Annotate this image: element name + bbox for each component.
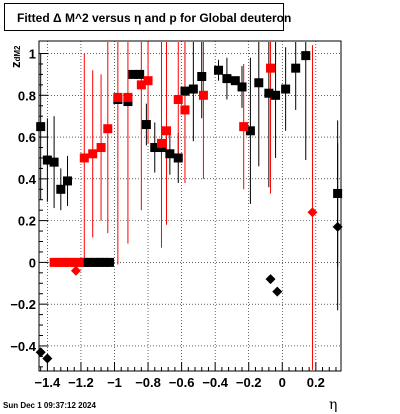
data-point-square xyxy=(56,184,66,194)
data-point-square xyxy=(69,257,79,267)
y-axis-label-main: z xyxy=(8,61,23,69)
data-point-square xyxy=(162,126,172,136)
x-tick-label: −1.4 xyxy=(35,375,61,390)
plot-frame xyxy=(38,40,342,372)
data-point-square xyxy=(49,157,59,167)
y-tick-label: 0.8 xyxy=(18,88,36,103)
x-tick-label: −1 xyxy=(107,375,122,390)
data-point-diamond xyxy=(42,353,53,364)
data-point-square xyxy=(264,88,274,98)
y-tick-label: −0.4 xyxy=(10,339,36,354)
data-point-square xyxy=(230,76,240,86)
data-point-square xyxy=(128,69,138,79)
data-point-square xyxy=(333,188,343,198)
data-point-square xyxy=(271,90,281,100)
data-point-square xyxy=(49,257,59,267)
data-point-square xyxy=(173,94,183,104)
data-point-square xyxy=(150,143,160,153)
data-point-square xyxy=(180,105,190,115)
data-point-square xyxy=(89,257,99,267)
data-point-square xyxy=(214,65,224,75)
data-point-square xyxy=(74,257,84,267)
data-point-diamond xyxy=(265,274,276,285)
data-point-square xyxy=(79,257,89,267)
data-point-square xyxy=(143,76,153,86)
y-tick-label: −0.2 xyxy=(10,297,36,312)
data-point-square xyxy=(237,82,247,92)
data-point-square xyxy=(63,176,73,186)
data-point-square xyxy=(266,63,276,73)
data-point-square xyxy=(42,155,52,165)
data-point-square xyxy=(136,80,146,90)
data-point-square xyxy=(96,143,106,153)
timestamp: Sun Dec 1 09:37:12 2024 xyxy=(3,401,96,410)
data-point-diamond xyxy=(272,286,283,297)
data-point-square xyxy=(156,138,166,148)
chart-title: Fitted Δ M^2 versus η and p for Global d… xyxy=(17,11,292,25)
x-tick-label: −1.2 xyxy=(68,375,94,390)
x-tick-label: −0.4 xyxy=(202,375,228,390)
y-axis-label: zdM2 xyxy=(8,46,23,69)
data-point-square xyxy=(135,69,145,79)
x-tick-label: 0 xyxy=(279,375,286,390)
data-point-square xyxy=(123,92,133,102)
x-tick-label: −0.2 xyxy=(236,375,262,390)
data-markers xyxy=(35,51,343,364)
data-point-square xyxy=(165,149,175,159)
y-tick-label: 0.2 xyxy=(18,214,36,229)
data-point-square xyxy=(54,257,64,267)
data-point-square xyxy=(79,153,89,163)
axes: −1.4 −1.2 −1 −0.8 −0.6 −0.4 −0.2 0 0.2 −0.4 −0.2 0 0… xyxy=(10,47,337,390)
data-point-square xyxy=(254,78,264,88)
data-point-square xyxy=(99,257,109,267)
data-point-square xyxy=(64,257,74,267)
data-point-square xyxy=(239,122,249,132)
x-tick-label: −0.8 xyxy=(135,375,161,390)
data-point-square xyxy=(222,74,232,84)
data-point-diamond xyxy=(70,265,81,276)
data-point-square xyxy=(188,84,198,94)
chart-title-box: Fitted Δ M^2 versus η and p for Global d… xyxy=(4,3,291,31)
data-point-square xyxy=(59,257,69,267)
data-point-square xyxy=(173,153,183,163)
data-point-diamond xyxy=(332,221,343,232)
y-tick-label: 0 xyxy=(29,255,36,270)
y-axis-label-sub: dM2 xyxy=(13,45,22,62)
y-tick-label: 1 xyxy=(29,47,36,62)
data-point-square xyxy=(88,149,98,159)
y-tick-label: 0.6 xyxy=(18,130,36,145)
data-point-square xyxy=(281,84,291,94)
x-axis-label: η xyxy=(329,397,338,413)
data-point-square xyxy=(113,92,123,102)
data-point-square xyxy=(103,124,113,134)
data-point-square xyxy=(84,257,94,267)
data-point-square xyxy=(197,72,207,82)
x-tick-label: 0.2 xyxy=(307,375,325,390)
data-point-square xyxy=(141,120,151,130)
x-tick-label: −0.6 xyxy=(169,375,195,390)
y-tick-label: 0.4 xyxy=(18,172,37,187)
data-point-square xyxy=(104,257,114,267)
data-point-square xyxy=(291,63,301,73)
data-point-square xyxy=(180,86,190,96)
data-point-square xyxy=(94,257,104,267)
data-point-diamond xyxy=(307,207,318,218)
data-point-square xyxy=(301,51,311,61)
data-point-square xyxy=(198,90,208,100)
data-point-square xyxy=(245,126,255,136)
data-point-diamond xyxy=(35,347,46,358)
